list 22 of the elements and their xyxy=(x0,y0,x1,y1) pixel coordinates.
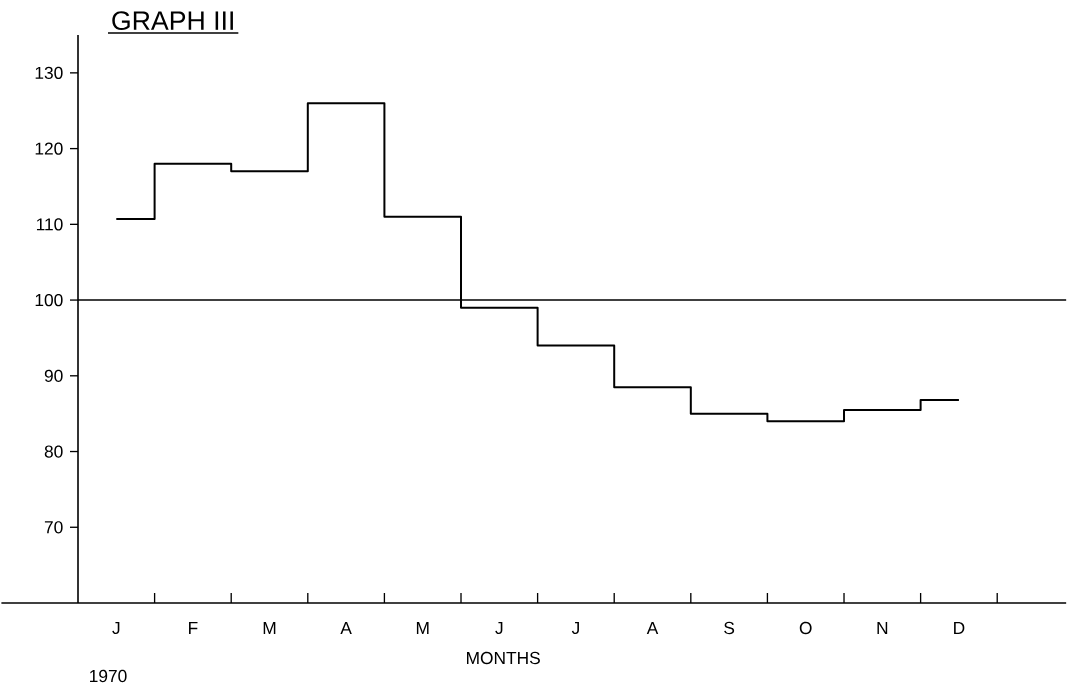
x-tick-label: S xyxy=(724,621,735,635)
x-tick-label: F xyxy=(189,622,198,634)
y-tick-label: 100 xyxy=(35,293,63,307)
x-tick-label: N xyxy=(877,622,888,634)
text: 1970 xyxy=(90,669,127,683)
x-tick-label: M xyxy=(263,622,276,634)
y-tick-label: 110 xyxy=(36,218,63,231)
y-tick-label: 120 xyxy=(35,142,63,155)
x-tick-label: D xyxy=(954,622,965,634)
y-tick-label: 80 xyxy=(44,445,63,458)
chart-title: GRAPH III xyxy=(112,11,233,31)
x-tick-label: J xyxy=(495,621,503,635)
x-tick-label: J xyxy=(112,621,120,635)
y-tick-label: 90 xyxy=(44,369,63,382)
x-tick-label: A xyxy=(340,622,352,634)
y-tick-label: 130 xyxy=(35,66,63,79)
x-axis-title: MONTHS xyxy=(467,651,540,665)
x-tick-label: A xyxy=(646,622,659,634)
x-tick-label: J xyxy=(571,621,579,635)
x-tick-label: M xyxy=(416,622,429,634)
y-tick-label: 70 xyxy=(44,521,63,534)
x-tick-label: O xyxy=(799,621,812,635)
